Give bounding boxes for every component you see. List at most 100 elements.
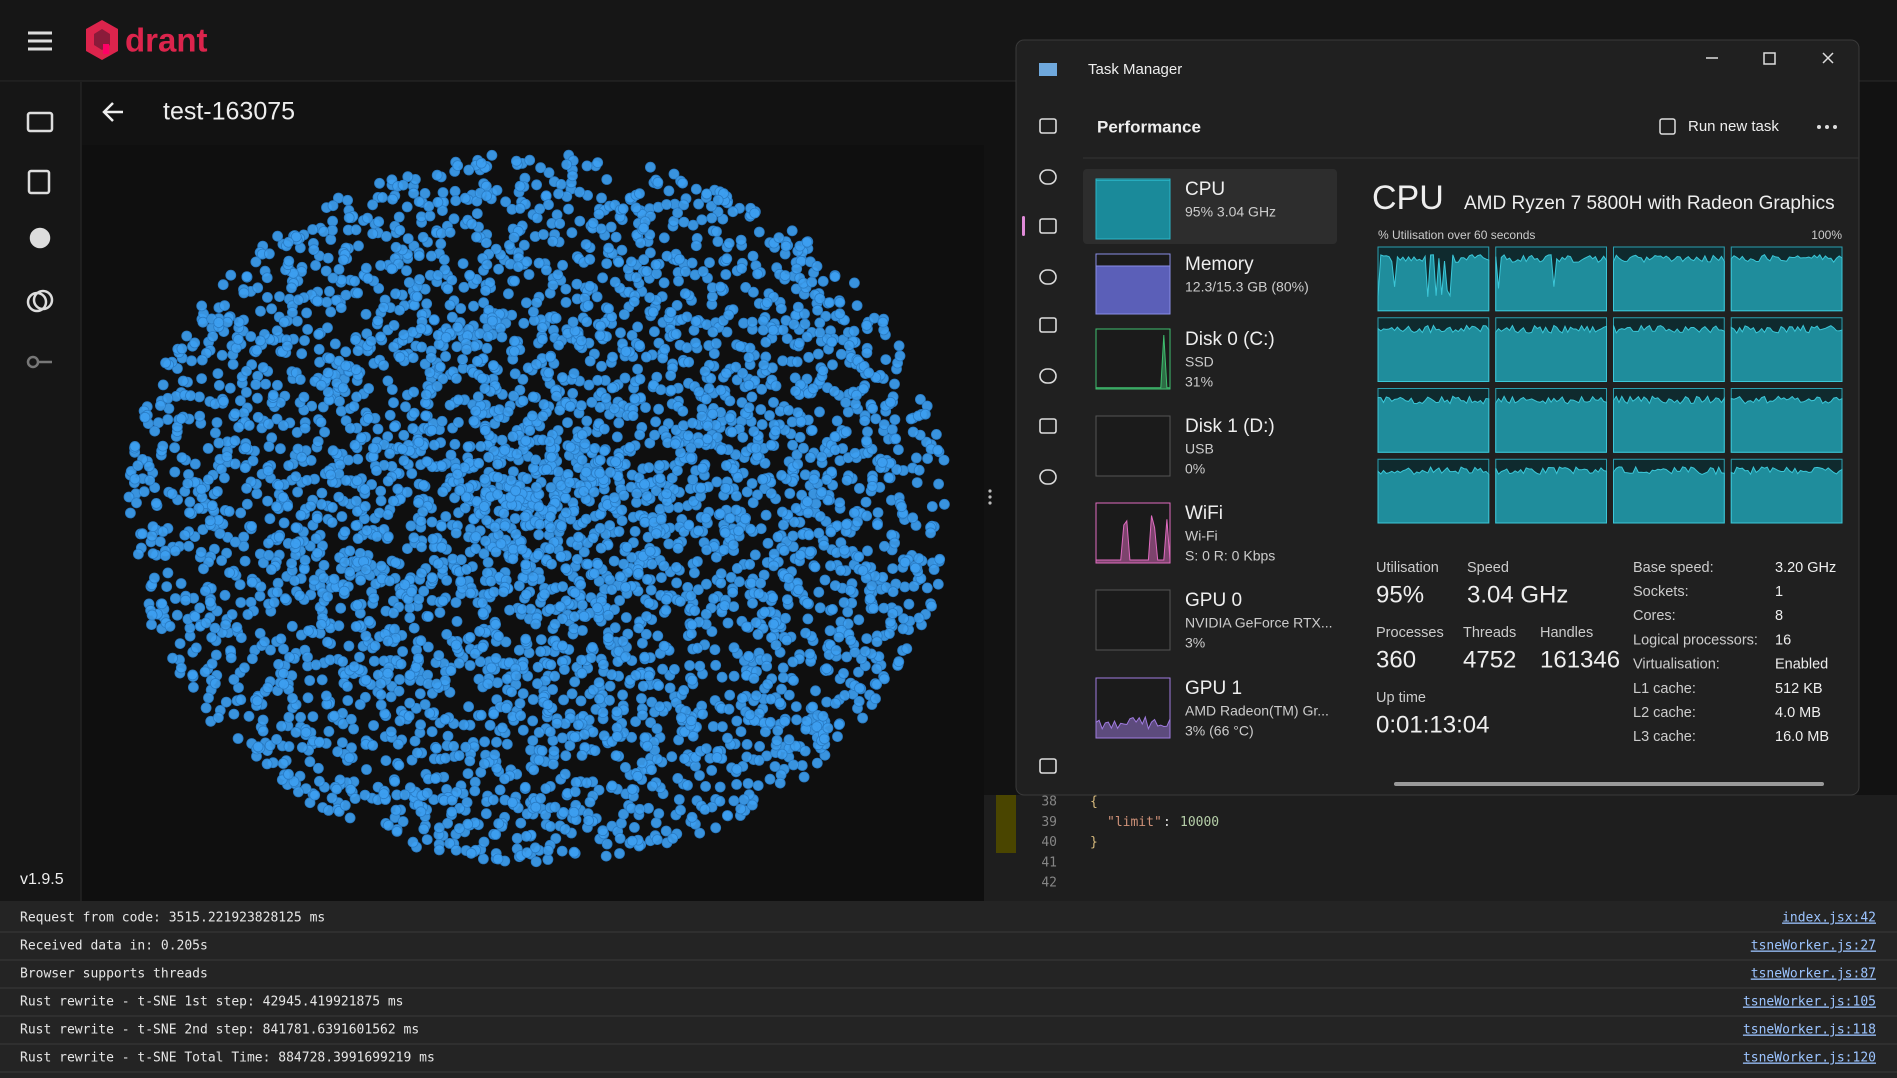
point xyxy=(569,611,580,622)
point xyxy=(511,155,522,167)
point xyxy=(616,515,628,527)
point xyxy=(162,414,174,425)
point xyxy=(559,768,571,780)
point xyxy=(581,160,593,172)
collections-icon[interactable] xyxy=(27,169,51,195)
back-button[interactable] xyxy=(102,102,123,122)
point xyxy=(907,426,919,438)
point xyxy=(265,564,277,575)
tutorial-icon[interactable] xyxy=(29,227,51,249)
point xyxy=(149,482,161,494)
scrollbar[interactable] xyxy=(1394,782,1824,786)
point xyxy=(435,238,447,250)
close-button[interactable] xyxy=(1822,52,1834,64)
resource-name[interactable]: CPU xyxy=(1185,179,1225,200)
point xyxy=(534,203,546,215)
resource-name[interactable]: WiFi xyxy=(1185,503,1223,524)
maximize-button[interactable] xyxy=(1763,52,1776,65)
nav-icon[interactable] xyxy=(1039,317,1057,333)
console-source[interactable]: tsneWorker.js:118 xyxy=(1743,1023,1876,1038)
console-source[interactable]: tsneWorker.js:120 xyxy=(1743,1051,1876,1066)
resize-handle[interactable] xyxy=(988,489,992,505)
point xyxy=(887,608,899,619)
point xyxy=(209,622,221,634)
console-source[interactable]: tsneWorker.js:105 xyxy=(1743,995,1876,1010)
point xyxy=(854,482,865,494)
point xyxy=(302,651,313,663)
point xyxy=(271,413,283,425)
point xyxy=(536,322,548,334)
point xyxy=(439,713,451,725)
task-manager-icon xyxy=(1039,63,1057,76)
point xyxy=(684,660,695,671)
point xyxy=(402,171,414,183)
point xyxy=(461,344,473,355)
nav-icon[interactable] xyxy=(1039,418,1057,434)
point xyxy=(263,418,274,430)
menu-icon[interactable] xyxy=(28,31,52,51)
more-button[interactable] xyxy=(1817,125,1837,129)
console-icon[interactable] xyxy=(26,111,54,133)
point xyxy=(864,593,876,604)
point xyxy=(629,822,640,833)
point xyxy=(279,593,291,605)
point xyxy=(801,236,813,248)
point xyxy=(626,552,638,563)
point xyxy=(406,754,418,766)
nav-icon[interactable] xyxy=(1039,469,1057,485)
point xyxy=(650,817,662,829)
nav-icon[interactable] xyxy=(1039,368,1057,384)
point xyxy=(617,635,629,647)
point xyxy=(510,670,522,682)
cpu-usage xyxy=(1730,395,1843,453)
point xyxy=(311,295,323,307)
point xyxy=(606,584,618,595)
point xyxy=(765,439,777,451)
point xyxy=(254,590,266,602)
point xyxy=(829,444,841,456)
resource-name[interactable]: Disk 1 (D:) xyxy=(1185,416,1275,437)
point xyxy=(760,509,772,521)
point xyxy=(791,263,803,275)
point xyxy=(803,529,815,541)
point xyxy=(597,825,609,837)
point xyxy=(359,691,371,703)
resource-name[interactable]: Disk 0 (C:) xyxy=(1185,329,1275,350)
point xyxy=(475,157,487,169)
console-source[interactable]: index.jsx:42 xyxy=(1782,911,1876,926)
console-source[interactable]: tsneWorker.js:87 xyxy=(1751,967,1876,982)
point xyxy=(767,592,779,603)
resource-detail: SSD xyxy=(1185,354,1214,370)
graph-label: % Utilisation over 60 seconds xyxy=(1378,228,1535,242)
point xyxy=(639,478,650,490)
point xyxy=(819,574,831,586)
run-task-icon[interactable] xyxy=(1659,118,1676,135)
point xyxy=(490,653,502,664)
point xyxy=(305,454,317,466)
point xyxy=(228,674,240,685)
resource-name[interactable]: Memory xyxy=(1185,254,1254,275)
console-source[interactable]: tsneWorker.js:27 xyxy=(1751,939,1876,954)
point xyxy=(468,415,480,427)
run-new-task[interactable]: Run new task xyxy=(1688,118,1779,135)
resource-name[interactable]: GPU 0 xyxy=(1185,590,1242,611)
nav-icon[interactable] xyxy=(1039,758,1057,774)
point xyxy=(587,642,598,653)
spec-value: 16 xyxy=(1775,632,1791,648)
point xyxy=(719,527,731,539)
nav-icon[interactable] xyxy=(1039,118,1057,134)
resource-name[interactable]: GPU 1 xyxy=(1185,678,1242,699)
point xyxy=(600,392,612,404)
nav-icon[interactable] xyxy=(1039,218,1057,234)
point xyxy=(601,258,613,270)
point xyxy=(250,256,262,268)
point xyxy=(742,778,754,789)
nav-icon[interactable] xyxy=(1039,269,1057,285)
resource-graph xyxy=(1095,715,1171,739)
nav-icon[interactable] xyxy=(1039,169,1057,185)
point xyxy=(746,391,758,403)
point xyxy=(339,556,351,568)
point xyxy=(852,516,863,528)
point xyxy=(502,406,514,418)
